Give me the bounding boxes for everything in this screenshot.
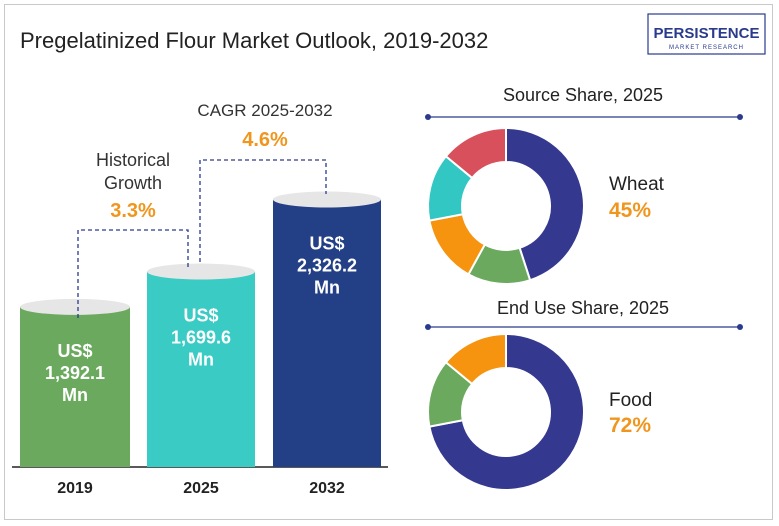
chart-frame — [4, 4, 773, 520]
historical-growth-label-line1: Historical — [96, 150, 170, 170]
tick-label-2025: 2025 — [183, 480, 219, 497]
source-share-slice-segment-5 — [444, 126, 507, 180]
bar-2032-top — [273, 191, 381, 208]
tick-label-2032: 2032 — [309, 480, 345, 497]
source-share-highlight-label: Wheat — [609, 174, 665, 195]
bar-2025-value-prefix: US$ — [183, 306, 218, 326]
cagr-connector — [199, 159, 327, 262]
logo-sub: MARKET RESEARCH — [669, 45, 744, 51]
bar-2019-value-prefix: US$ — [57, 341, 92, 361]
bar-2025-body — [147, 271, 255, 467]
bar-2025-top — [147, 263, 255, 280]
logo: PERSISTENCE MARKET RESEARCH — [647, 13, 766, 55]
bar-2025-value-unit: Mn — [188, 350, 214, 370]
bar-chart: US$ 1,392.1 Mn 2019 US$ 1,699.6 Mn 2025 … — [20, 191, 381, 497]
bar-2019-top — [20, 298, 130, 315]
end-use-share-highlight-value: 72% — [609, 414, 651, 437]
source-share-title: Source Share, 2025 — [503, 85, 663, 105]
end-use-share-divider-dot-left — [425, 324, 431, 330]
historical-growth-value: 3.3% — [110, 200, 156, 222]
bar-2025: US$ 1,699.6 Mn 2025 — [147, 263, 255, 497]
bar-2019-value-unit: Mn — [62, 385, 88, 405]
bar-2019-body — [20, 306, 130, 467]
bar-2032-body — [273, 199, 381, 467]
end-use-share-donut — [427, 332, 585, 491]
source-share-section: Source Share, 2025 Wheat 45% — [425, 85, 743, 285]
source-share-divider-dot-right — [737, 114, 743, 120]
end-use-share-slice-food — [428, 332, 585, 491]
bar-2032-value: 2,326.2 — [297, 255, 357, 275]
logo-box — [647, 13, 766, 55]
end-use-share-title: End Use Share, 2025 — [497, 298, 669, 318]
cagr-value: 4.6% — [242, 129, 288, 151]
bar-2019: US$ 1,392.1 Mn 2019 — [20, 298, 130, 497]
chart-title: Pregelatinized Flour Market Outlook, 201… — [20, 28, 488, 53]
end-use-share-highlight-label: Food — [609, 390, 652, 411]
source-share-highlight-value: 45% — [609, 199, 651, 222]
historical-growth-label-line2: Growth — [104, 173, 162, 193]
bar-2032-value-prefix: US$ — [309, 233, 344, 253]
bar-2019-value: 1,392.1 — [45, 363, 105, 383]
bar-2025-value: 1,699.6 — [171, 328, 231, 348]
bar-2032-value-unit: Mn — [314, 277, 340, 297]
end-use-share-divider-dot-right — [737, 324, 743, 330]
tick-label-2019: 2019 — [57, 480, 93, 497]
source-share-donut — [427, 126, 585, 285]
historical-growth-connector — [77, 229, 189, 318]
bar-2032: US$ 2,326.2 Mn 2032 — [273, 191, 381, 497]
end-use-share-slice-segment-3 — [444, 332, 507, 386]
source-share-slice-wheat — [505, 126, 585, 282]
end-use-share-section: End Use Share, 2025 Food 72% — [425, 298, 743, 491]
cagr-label: CAGR 2025-2032 — [197, 101, 332, 120]
source-share-divider-dot-left — [425, 114, 431, 120]
logo-main: PERSISTENCE — [654, 25, 760, 42]
